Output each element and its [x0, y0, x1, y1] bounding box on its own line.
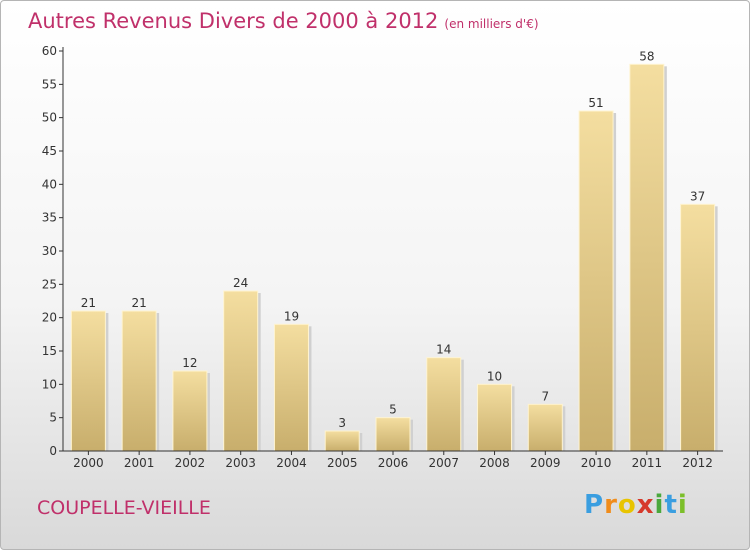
bar-2000 [70, 310, 106, 452]
data-label: 3 [338, 416, 346, 430]
bar-2011 [629, 63, 665, 452]
bar-2002 [172, 370, 208, 452]
x-tick-label: 2010 [581, 456, 612, 470]
logo-letter: o [617, 490, 637, 520]
bar-2012 [680, 203, 716, 452]
y-tick-label: 10 [42, 377, 57, 391]
bar-2003 [223, 290, 259, 452]
data-label: 21 [132, 296, 147, 310]
y-tick-label: 60 [42, 44, 57, 58]
chart-title: Autres Revenus Divers de 2000 à 2012 (en … [28, 9, 539, 33]
y-tick-label: 20 [42, 311, 57, 325]
logo-letter: x [636, 490, 655, 520]
x-tick-label: 2003 [225, 456, 256, 470]
data-label: 14 [436, 343, 451, 357]
x-tick-label: 2000 [73, 456, 104, 470]
x-tick-label: 2004 [276, 456, 307, 470]
data-label: 51 [588, 96, 603, 110]
data-label: 5 [389, 403, 397, 417]
y-tick-label: 0 [49, 444, 57, 458]
bar-2005 [324, 430, 360, 452]
x-tick-label: 2012 [682, 456, 713, 470]
chart-title-text: Autres Revenus Divers de 2000 à 2012 [28, 9, 439, 33]
logo-letter: r [604, 490, 618, 520]
data-label: 24 [233, 276, 248, 290]
bar-2008 [477, 383, 513, 452]
logo-letter: i [654, 490, 665, 520]
y-tick-label: 5 [49, 411, 57, 425]
y-tick-label: 35 [42, 211, 57, 225]
x-tick-label: 2011 [632, 456, 663, 470]
x-tick-label: 2001 [124, 456, 155, 470]
y-tick-label: 40 [42, 177, 57, 191]
data-label: 19 [284, 309, 299, 323]
y-tick-label: 15 [42, 344, 57, 358]
bar-2006 [375, 417, 411, 452]
x-tick-label: 2007 [428, 456, 459, 470]
logo-letter: i [677, 490, 688, 520]
x-tick-label: 2005 [327, 456, 358, 470]
y-tick-label: 25 [42, 277, 57, 291]
chart-subtitle: (en milliers d'€) [444, 17, 539, 31]
bar-2004 [273, 323, 309, 452]
y-tick-label: 55 [42, 77, 57, 91]
bar-2007 [426, 357, 462, 452]
x-tick-label: 2009 [530, 456, 561, 470]
data-label: 7 [541, 389, 549, 403]
data-label: 58 [639, 49, 654, 63]
y-tick-label: 45 [42, 144, 57, 158]
bar-2009 [527, 403, 563, 452]
x-tick-label: 2002 [175, 456, 206, 470]
data-label: 12 [182, 356, 197, 370]
bar-2010 [578, 110, 614, 452]
bar-2001 [121, 310, 157, 452]
y-tick-label: 30 [42, 244, 57, 258]
data-label: 21 [81, 296, 96, 310]
proxiti-logo[interactable]: Proxiti [584, 490, 688, 520]
data-label: 37 [690, 189, 705, 203]
logo-letter: P [584, 490, 605, 520]
x-tick-label: 2006 [378, 456, 409, 470]
y-tick-label: 50 [42, 111, 57, 125]
data-label: 10 [487, 369, 502, 383]
x-tick-label: 2008 [479, 456, 510, 470]
logo-letter: t [664, 490, 678, 520]
place-name: COUPELLE-VIEILLE [37, 497, 211, 519]
